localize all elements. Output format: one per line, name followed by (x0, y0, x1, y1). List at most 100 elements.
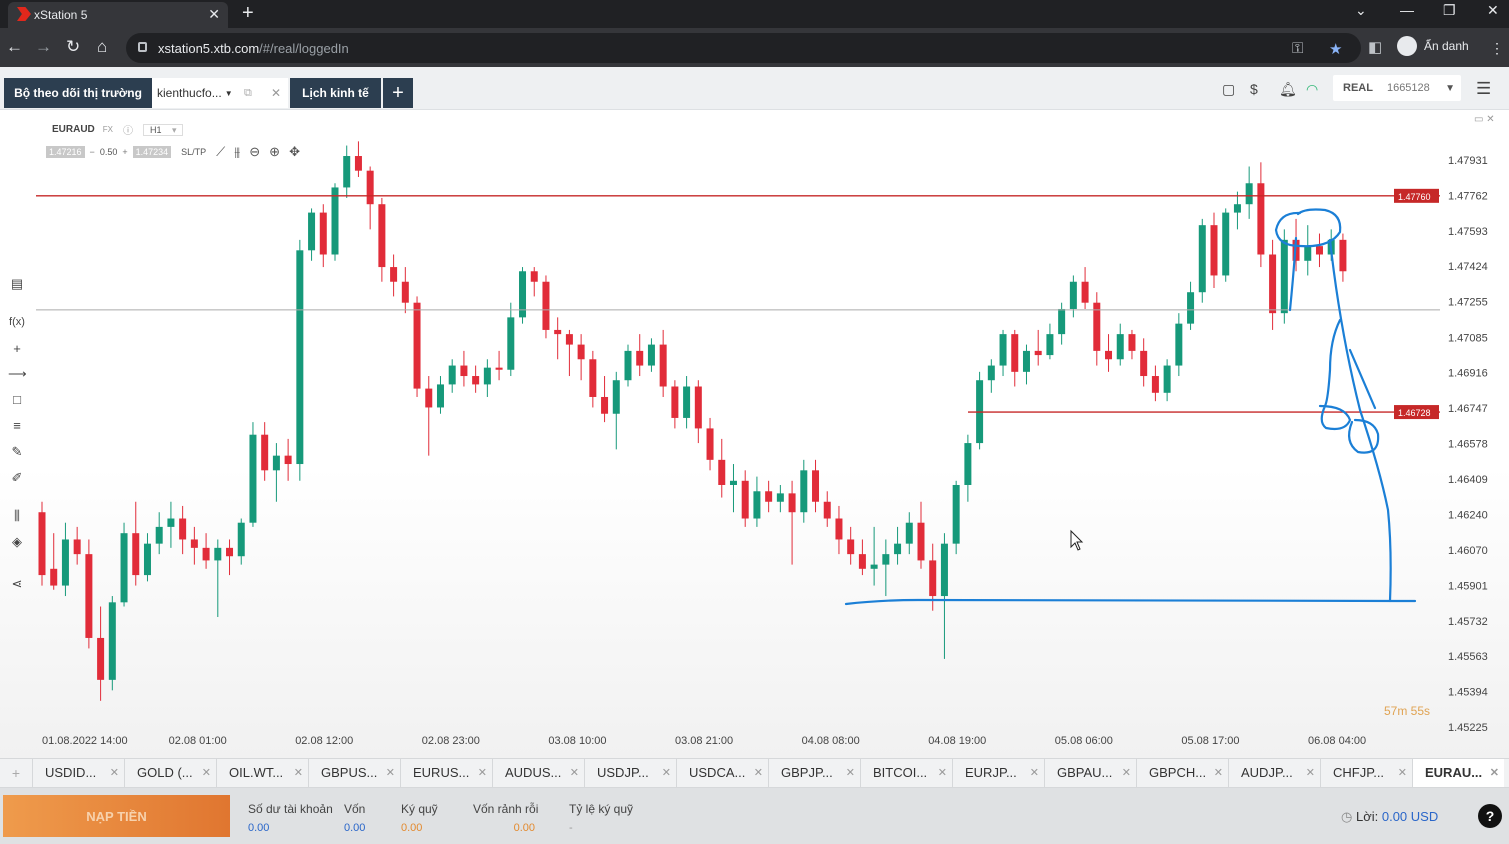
chart-area[interactable]: 1.47760 1.46728 1.47931 1.47762 1.47593 1.474… (0, 110, 1509, 758)
address-bar[interactable]: xstation5.xtb.com/#/real/loggedIn ⚿ ★ (126, 33, 1361, 63)
help-button[interactable]: ? (1478, 804, 1502, 828)
move-icon[interactable]: ✥ (289, 144, 300, 159)
close-symbol-icon[interactable]: ✕ (937, 767, 947, 779)
new-tab-button[interactable]: + (242, 2, 254, 24)
sltp-button[interactable]: SL/TP (181, 147, 207, 157)
symbol-tab[interactable]: AUDUS... ✕ (492, 759, 584, 787)
price-level-label: 1.47760 (1398, 192, 1431, 202)
symbol-tab[interactable]: CHFJP... ✕ (1320, 759, 1412, 787)
hamburger-menu-icon[interactable]: ☰ (1476, 79, 1492, 98)
key-icon[interactable]: ⚿ (1292, 40, 1304, 57)
symbol-tab[interactable]: OIL.WT... ✕ (216, 759, 308, 787)
close-symbol-icon[interactable]: ✕ (109, 767, 119, 779)
symbol-tab-label: BITCOI... (873, 765, 928, 780)
deposit-button[interactable]: NẠP TIỀN (3, 795, 230, 837)
browser-menu-icon[interactable]: ⋮ (1490, 40, 1504, 56)
close-window-icon[interactable]: ✕ (1487, 2, 1499, 18)
symbol-tab[interactable]: EURUS... ✕ (400, 759, 492, 787)
reload-icon[interactable]: ↻ (66, 37, 81, 56)
candles-icon[interactable]: ⫼ (14, 508, 20, 523)
tab-economic-calendar[interactable]: Lịch kinh tế (290, 78, 381, 108)
add-tab-button[interactable]: + (383, 78, 413, 108)
sidepanel-icon[interactable]: ◧ (1368, 39, 1383, 56)
close-tab-icon[interactable]: ✕ (270, 86, 281, 100)
account-selector[interactable]: REAL 1665128 ▼ (1333, 75, 1461, 101)
zoom-in-icon[interactable]: ⊕ (269, 144, 281, 159)
price-chart[interactable]: 1.47760 1.46728 1.47931 1.47762 1.47593 1.474… (0, 110, 1509, 758)
close-symbol-icon[interactable]: ✕ (661, 767, 671, 779)
layers-icon[interactable]: ◈ (12, 534, 22, 549)
symbol-tab[interactable]: GOLD (... ✕ (124, 759, 216, 787)
tab-workspace[interactable]: kienthucfo... ▼ ⧉ ✕ (152, 78, 288, 108)
rectangle-tool-icon[interactable]: □ (13, 392, 21, 407)
close-symbol-icon[interactable]: ✕ (1213, 767, 1223, 779)
buy-price[interactable]: 1.47234 (132, 146, 172, 158)
indicator-icon[interactable]: f(x) (9, 316, 25, 328)
symbol-tab[interactable]: GBPUS... ✕ (308, 759, 400, 787)
line-tool-icon[interactable]: ⟶ (8, 366, 27, 381)
close-symbol-icon[interactable]: ✕ (845, 767, 855, 779)
close-symbol-icon[interactable]: ✕ (201, 767, 211, 779)
chart-type-icon[interactable]: ▤ (10, 276, 24, 291)
home-icon[interactable]: ⌂ (97, 37, 108, 56)
volume-value[interactable]: 0.50 (99, 147, 118, 157)
close-symbol-icon[interactable]: ✕ (385, 767, 395, 779)
symbol-tab[interactable]: EURJP... ✕ (952, 759, 1044, 787)
symbol-tab[interactable]: AUDJP... ✕ (1228, 759, 1320, 787)
minimize-icon[interactable]: — (1400, 2, 1414, 18)
share-icon[interactable]: ⋖ (11, 576, 23, 591)
tab-market-watch[interactable]: Bộ theo dõi thị trường (4, 78, 152, 108)
popout-icon[interactable]: ⧉ (244, 86, 252, 99)
currency-icon[interactable]: $ (1250, 81, 1258, 97)
stat-value: - (569, 822, 573, 834)
brush-icon[interactable]: ✐ (11, 470, 23, 485)
close-symbol-icon[interactable]: ✕ (1121, 767, 1131, 779)
close-symbol-icon[interactable]: ✕ (753, 767, 763, 779)
symbol-tab[interactable]: USDID... ✕ (32, 759, 124, 787)
symbol-tab[interactable]: GBPJP... ✕ (768, 759, 860, 787)
close-tab-icon[interactable]: ✕ (208, 6, 220, 22)
maximize-icon[interactable]: ❐ (1443, 2, 1456, 18)
fibonacci-icon[interactable]: ≡ (13, 418, 21, 433)
crosshair-icon[interactable]: + (13, 341, 21, 356)
symbol-tab[interactable]: EURAU... ✕ (1412, 759, 1504, 787)
back-icon[interactable]: ← (6, 37, 23, 56)
symbol-tab-label: USDID... (45, 765, 97, 780)
forward-icon[interactable]: → (35, 37, 52, 56)
volume-minus[interactable]: − (89, 147, 95, 157)
sell-price[interactable]: 1.47216 (46, 146, 85, 158)
close-symbol-icon[interactable]: ✕ (569, 767, 579, 779)
browser-tab[interactable]: xStation 5 ✕ (8, 2, 228, 28)
close-symbol-icon[interactable]: ✕ (1397, 767, 1407, 779)
symbol-tab-label: EURAU... (1425, 765, 1483, 780)
candle-body (1046, 334, 1054, 356)
incognito-profile[interactable]: Ẩn danh (1397, 36, 1469, 56)
candle-body (565, 334, 573, 345)
line-chart-icon[interactable]: ⟋ (216, 144, 226, 159)
close-symbol-icon[interactable]: ✕ (293, 767, 303, 779)
pencil-icon[interactable]: ✎ (11, 444, 23, 459)
close-symbol-icon[interactable]: ✕ (1305, 767, 1315, 779)
symbol-tab[interactable]: BITCOI... ✕ (860, 759, 952, 787)
tab-search-icon[interactable]: ⌄ (1355, 2, 1367, 18)
layout-icon[interactable]: ▢ (1222, 81, 1236, 97)
close-symbol-icon[interactable]: ✕ (477, 767, 487, 779)
candle-body (390, 267, 398, 282)
bookmark-star-icon[interactable]: ★ (1329, 41, 1343, 58)
bell-icon[interactable]: 🔔︎ (1279, 81, 1297, 97)
zoom-out-icon[interactable]: ⊖ (249, 144, 261, 159)
timeframe-select[interactable]: H1 (143, 123, 183, 136)
symbol-tab[interactable]: GBPCH... ✕ (1136, 759, 1228, 787)
symbol-tab[interactable]: GBPAU... ✕ (1044, 759, 1136, 787)
volume-plus[interactable]: + (122, 147, 128, 157)
close-symbol-icon[interactable]: ✕ (1029, 767, 1039, 779)
instrument-name[interactable]: EURAUD (52, 124, 95, 135)
chart-window-controls[interactable]: ▭ ✕ (1474, 114, 1495, 125)
symbol-tab[interactable]: USDCA... ✕ (676, 759, 768, 787)
add-symbol-icon[interactable]: + (11, 765, 21, 781)
symbol-tab[interactable]: USDJP... ✕ (584, 759, 676, 787)
candlestick-icon[interactable]: ⫵ (234, 144, 241, 159)
info-icon[interactable]: ⓘ (123, 126, 134, 137)
close-symbol-icon[interactable]: ✕ (1489, 767, 1499, 779)
profit-label: Lời: (1355, 809, 1379, 824)
